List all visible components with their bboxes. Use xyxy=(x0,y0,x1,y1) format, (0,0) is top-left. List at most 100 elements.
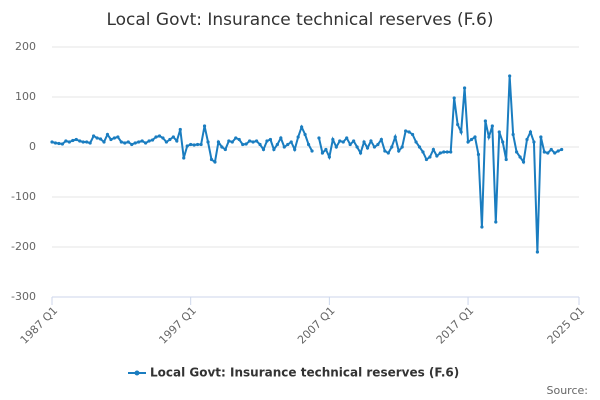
point xyxy=(310,149,314,153)
point xyxy=(390,145,394,149)
point xyxy=(476,152,481,157)
point xyxy=(431,147,435,152)
point xyxy=(71,138,75,143)
point xyxy=(258,142,262,147)
point xyxy=(348,142,352,147)
point xyxy=(514,150,519,154)
point xyxy=(539,135,543,139)
point xyxy=(85,140,89,144)
point xyxy=(126,140,130,144)
point xyxy=(53,141,58,145)
point xyxy=(421,150,425,154)
source: Source: xyxy=(547,384,589,397)
x-tick-label: 2025 Q1 xyxy=(545,304,588,347)
x-tick-label: 2007 Q1 xyxy=(295,304,338,347)
point xyxy=(237,137,241,142)
point xyxy=(480,225,484,229)
point xyxy=(400,145,404,149)
point xyxy=(331,137,335,142)
point xyxy=(490,124,494,128)
point xyxy=(248,139,252,143)
point xyxy=(185,144,189,148)
point xyxy=(74,137,78,142)
point xyxy=(109,137,113,142)
y-tick-label: 0 xyxy=(29,140,36,153)
point xyxy=(57,141,61,146)
point xyxy=(320,151,325,155)
point xyxy=(504,157,508,162)
point xyxy=(98,137,103,141)
point xyxy=(116,135,120,139)
legend-label: Local Govt: Insurance technical reserves… xyxy=(150,366,459,380)
point xyxy=(171,135,175,139)
point xyxy=(376,142,380,147)
point xyxy=(81,140,85,144)
point xyxy=(393,135,397,139)
point xyxy=(220,145,224,149)
point xyxy=(355,145,359,149)
point xyxy=(414,140,418,144)
point xyxy=(383,149,387,153)
point xyxy=(150,138,155,142)
point xyxy=(296,135,300,139)
point xyxy=(282,145,286,149)
point xyxy=(213,160,217,164)
point xyxy=(279,136,283,140)
point xyxy=(327,155,331,159)
point xyxy=(133,141,137,145)
point xyxy=(469,137,474,142)
point xyxy=(112,136,117,140)
point xyxy=(560,147,564,152)
point xyxy=(306,142,311,147)
point xyxy=(410,132,415,137)
point xyxy=(452,96,456,100)
point xyxy=(268,137,273,142)
point xyxy=(206,140,210,144)
point xyxy=(196,142,200,147)
point xyxy=(553,151,557,155)
point xyxy=(528,130,533,134)
point xyxy=(456,122,460,127)
point xyxy=(67,140,71,144)
point xyxy=(175,139,179,143)
point xyxy=(168,137,172,142)
point xyxy=(358,151,363,155)
point xyxy=(182,156,186,160)
point xyxy=(272,147,276,152)
point xyxy=(216,140,221,144)
point xyxy=(424,157,429,162)
point xyxy=(487,135,491,139)
point xyxy=(199,142,203,147)
point xyxy=(352,139,356,143)
x-tick-label: 2017 Q1 xyxy=(434,304,477,347)
point xyxy=(334,145,338,149)
point xyxy=(397,149,401,153)
point xyxy=(501,140,505,144)
y-tick-label: 200 xyxy=(15,40,36,53)
point xyxy=(362,140,366,144)
point xyxy=(365,146,370,150)
point xyxy=(137,140,141,144)
point xyxy=(140,139,144,143)
point xyxy=(445,150,449,154)
point xyxy=(386,151,390,155)
y-tick-label: -200 xyxy=(11,240,36,253)
point xyxy=(317,136,321,140)
point xyxy=(521,160,526,164)
point xyxy=(157,134,162,138)
series-line xyxy=(51,75,563,253)
x-tick-label: 1987 Q1 xyxy=(18,304,61,347)
point xyxy=(372,145,377,149)
point xyxy=(525,137,529,142)
point xyxy=(227,139,231,143)
point xyxy=(497,130,501,134)
point xyxy=(230,140,234,144)
point xyxy=(209,157,214,162)
point xyxy=(293,147,297,152)
point xyxy=(535,250,539,254)
point xyxy=(341,140,345,144)
point xyxy=(483,119,487,123)
point xyxy=(60,142,65,146)
point xyxy=(105,132,110,137)
